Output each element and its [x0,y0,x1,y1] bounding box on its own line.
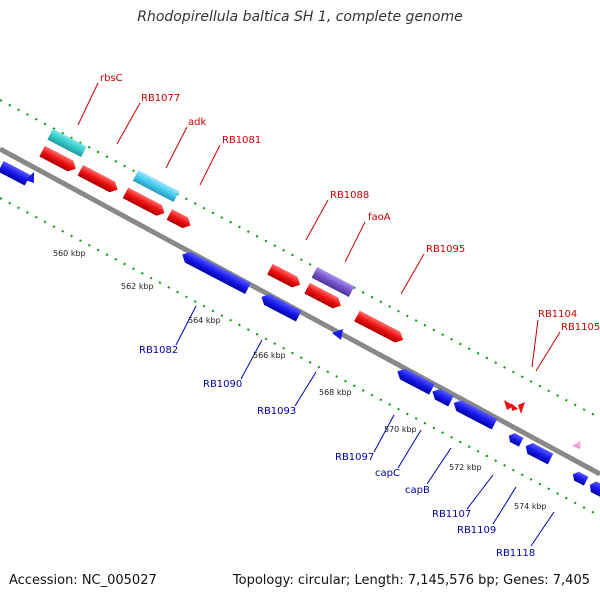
gene-reverse [397,368,435,395]
gene-label-reverse: RB1109 [457,525,496,536]
gene-reverse [572,471,589,486]
gene-forward-small [511,403,518,411]
gene-other [311,266,355,298]
label-leader [344,221,366,263]
gene-label-reverse: RB1107 [432,509,471,520]
scale-tick-label: 572 kbp [449,463,482,472]
label-leader [373,414,395,453]
label-leader [199,144,221,186]
label-leader [492,486,517,525]
scale-tick-label: 568 kbp [319,388,352,397]
gene-reverse [432,388,454,407]
gene-label-reverse: RB1118 [496,548,535,559]
gene-reverse-small [332,329,343,340]
gene-label-forward: RB1104 [538,309,577,320]
gene-label-reverse: RB1090 [203,379,242,390]
gene-forward-small [504,400,514,410]
gene-reverse [590,481,600,499]
topology-text: Topology: circular; Length: 7,145,576 bp… [232,573,590,588]
scale-tick-label: 562 kbp [121,282,154,291]
gene-label-forward: faoA [368,212,391,223]
gene-label-forward: RB1105 [561,322,600,333]
label-leader [466,474,494,510]
map-title: Rhodopirellula baltica SH 1, complete ge… [137,9,463,25]
scale-tick-label: 566 kbp [253,351,286,360]
gene-other-small [572,440,581,449]
gene-forward [39,145,76,172]
gene-trna [132,170,180,202]
gene-label-forward: rbsC [100,73,123,84]
scale-tick-label: 564 kbp [188,316,221,325]
gene-label-reverse: RB1082 [139,345,178,356]
label-leader [535,331,561,372]
gene-label-reverse: capC [375,468,400,479]
gene-label-forward: RB1081 [222,135,261,146]
gene-forward [166,209,191,229]
label-leader [116,102,141,145]
gene-reverse [453,400,498,430]
label-leader [426,447,452,485]
label-leader [175,305,197,346]
gene-label-reverse: RB1097 [335,452,374,463]
gene-rrna [47,128,87,158]
label-leader [240,339,263,380]
scale-tick-label: 560 kbp [53,249,86,258]
label-leader [397,429,422,469]
gene-reverse [0,160,31,186]
label-leader [77,82,99,126]
gene-forward [77,164,118,193]
label-leader [305,199,329,241]
lower-dotted-guide [0,197,600,517]
label-leader [531,319,539,368]
gene-forward-small [518,402,525,414]
gene-label-forward: RB1095 [426,244,465,255]
gene-label-forward: RB1088 [330,190,369,201]
gene-label-forward: RB1077 [141,93,180,104]
label-leader [294,371,317,407]
label-leader [165,126,188,169]
label-leader [530,511,555,547]
gene-forward [304,282,341,309]
gene-reverse [508,433,524,447]
gene-forward [122,187,165,216]
gene-label-reverse: capB [405,485,430,496]
upper-dotted-guide [0,99,600,419]
scale-tick-label: 574 kbp [514,502,547,511]
scale-tick-label: 570 kbp [384,425,417,434]
gene-reverse-small [25,172,34,183]
gene-forward [267,263,301,288]
gene-reverse [261,294,302,322]
accession-text: Accession: NC_005027 [9,573,157,588]
gene-reverse [525,443,554,465]
gene-reverse [182,251,251,294]
label-leader [400,253,425,295]
gene-label-forward: adk [188,117,206,128]
gene-forward [354,310,404,343]
gene-label-reverse: RB1093 [257,406,296,417]
